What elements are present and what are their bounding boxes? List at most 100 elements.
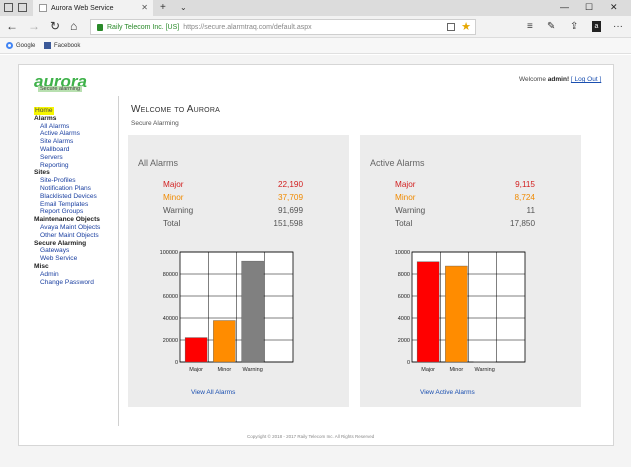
amazon-extension-icon[interactable]: a — [592, 21, 601, 32]
window-close-icon[interactable]: ✕ — [610, 2, 618, 12]
x-tick-label: Major — [189, 367, 203, 373]
new-tab-icon[interactable]: + — [160, 2, 166, 13]
active-alarms-bar-chart: 0 2000 4000 6000 8000 10000 Major Minor Warning — [395, 250, 526, 373]
logout-link[interactable]: [ Log Out ] — [570, 76, 602, 83]
bar-warning — [241, 260, 264, 363]
home-icon[interactable]: ⌂ — [70, 19, 78, 33]
forward-icon[interactable]: → — [28, 19, 40, 33]
sidebar-item-web-service[interactable]: Web Service — [40, 255, 78, 263]
tab-actions-icon[interactable] — [18, 3, 27, 12]
notes-icon[interactable]: ✎ — [547, 21, 556, 32]
refresh-icon[interactable]: ↻ — [50, 19, 61, 33]
stat-row-warning: Warning 11 — [395, 206, 535, 215]
all-alarms-bar-chart: 0 20000 40000 60000 80000 100000 Major Minor War… — [160, 250, 294, 373]
bar-major — [416, 261, 440, 363]
tab-dropdown-icon[interactable]: ⌄ — [180, 3, 187, 12]
bar-major — [184, 337, 208, 363]
footer-copyright: Copyright © 2018 - 2017 Raily Telecom In… — [247, 434, 375, 439]
sidebar-divider — [118, 96, 119, 426]
share-icon[interactable]: ⇪ — [570, 21, 579, 32]
sidebar-item-active-alarms[interactable]: Active Alarms — [40, 130, 80, 138]
y-tick-label: 2000 — [398, 338, 410, 344]
y-tick-label: 100000 — [160, 250, 178, 256]
view-active-alarms-link[interactable]: View Active Alarms — [420, 389, 475, 396]
sidebar-item-home[interactable]: Home — [34, 107, 54, 115]
alarm-stats: Major 9,115 Minor 8,724 Warning 11 Total 17,… — [395, 178, 535, 230]
y-tick-label: 80000 — [163, 272, 178, 278]
alarm-stats: Major 22,190 Minor 37,709 Warning 91,699 To… — [163, 178, 303, 230]
tab-title: Aurora Web Service — [51, 4, 114, 12]
stat-row-major: Major 9,115 — [395, 180, 535, 189]
browser-titlebar: Aurora Web Service ✕ + ⌄ — ☐ ✕ — [0, 0, 631, 16]
y-tick-label: 0 — [175, 360, 178, 366]
sidebar-group-maintenance-objects: Maintenance Objects — [34, 216, 100, 224]
welcome-area: Welcome admin! [ Log Out ] — [519, 76, 602, 83]
y-tick-label: 40000 — [163, 316, 178, 322]
favorites-hub-icon[interactable]: ≡ — [527, 21, 533, 32]
y-tick-label: 20000 — [163, 338, 178, 344]
x-tick-label: Warning — [474, 367, 494, 373]
bar-minor — [213, 320, 236, 363]
sidebar-item-avaya-maint-objects[interactable]: Avaya Maint Objects — [40, 223, 101, 231]
sidebar-item-other-maint-objects[interactable]: Other Maint Objects — [40, 231, 99, 239]
sidebar-item-reporting[interactable]: Reporting — [40, 161, 69, 169]
sidebar-menu: Home Alarms All Alarms Active Alarms Site A… — [34, 107, 122, 286]
window-icon[interactable] — [4, 3, 13, 12]
username: admin! — [547, 76, 570, 83]
sidebar-item-site-profiles[interactable]: Site-Profiles — [40, 177, 76, 185]
browser-navbar: ← → ↻ ⌂ Raily Telecom Inc. [US] https://… — [0, 16, 631, 38]
sidebar-group-alarms: Alarms — [34, 114, 57, 122]
sidebar-item-notification-plans[interactable]: Notification Plans — [40, 184, 91, 192]
panel-title: Active Alarms — [370, 158, 425, 168]
favorite-facebook[interactable]: Facebook — [44, 42, 80, 49]
browser-tab[interactable]: Aurora Web Service ✕ — [33, 0, 153, 16]
sidebar-item-gateways[interactable]: Gateways — [40, 247, 70, 255]
sidebar-item-all-alarms[interactable]: All Alarms — [40, 122, 70, 130]
maximize-icon[interactable]: ☐ — [585, 2, 594, 12]
x-tick-label: Minor — [449, 367, 463, 373]
back-icon[interactable]: ← — [6, 19, 18, 33]
sidebar-item-report-groups[interactable]: Report Groups — [40, 208, 84, 216]
view-all-alarms-link[interactable]: View All Alarms — [191, 389, 236, 396]
sidebar-item-blacklisted-devices[interactable]: Blacklisted Devices — [40, 192, 97, 200]
logo-subtitle: Secure alarming — [38, 86, 83, 92]
y-tick-label: 4000 — [398, 316, 410, 322]
favorite-star-icon[interactable]: ★ — [461, 21, 471, 33]
page-subtitle: Secure Alarming — [131, 120, 179, 127]
url-text: https://secure.alarmtraq.com/default.asp… — [183, 23, 312, 31]
address-bar[interactable]: Raily Telecom Inc. [US] https://secure.a… — [90, 19, 476, 35]
sidebar-item-servers[interactable]: Servers — [40, 153, 63, 161]
sidebar-item-email-templates[interactable]: Email Templates — [40, 200, 89, 208]
favorite-google[interactable]: Google — [6, 42, 35, 49]
reading-view-icon[interactable] — [447, 23, 455, 31]
stat-row-major: Major 22,190 — [163, 180, 303, 189]
site-organization: Raily Telecom Inc. [US] — [107, 23, 180, 31]
x-tick-label: Warning — [242, 367, 262, 373]
all-alarms-panel: All Alarms Major 22,190 Minor 37,709 Warni… — [128, 135, 349, 407]
stat-row-warning: Warning 91,699 — [163, 206, 303, 215]
y-tick-label: 10000 — [395, 250, 410, 256]
y-tick-label: 60000 — [163, 294, 178, 300]
favorites-bar: Google Facebook — [0, 38, 631, 54]
y-tick-label: 8000 — [398, 272, 410, 278]
close-icon[interactable]: ✕ — [141, 3, 148, 12]
more-icon[interactable]: ··· — [613, 21, 623, 32]
sidebar-item-wallboard[interactable]: Wallboard — [40, 145, 70, 153]
sidebar-item-admin[interactable]: Admin — [40, 270, 59, 278]
sidebar-item-change-password[interactable]: Change Password — [40, 278, 94, 286]
stat-row-minor: Minor 8,724 — [395, 193, 535, 202]
sidebar-group-secure-alarming: Secure Alarming — [34, 239, 87, 247]
tab-favicon-icon — [39, 4, 47, 12]
stat-row-total: Total 17,850 — [395, 219, 535, 228]
stat-row-total: Total 151,598 — [163, 219, 303, 228]
lock-icon — [97, 23, 103, 31]
minimize-icon[interactable]: — — [560, 2, 569, 12]
facebook-icon — [44, 42, 51, 49]
panel-title: All Alarms — [138, 158, 179, 168]
x-tick-label: Minor — [217, 367, 231, 373]
sidebar-item-site-alarms[interactable]: Site Alarms — [40, 138, 74, 146]
y-tick-label: 6000 — [398, 294, 410, 300]
sidebar-group-misc: Misc — [34, 262, 49, 270]
sidebar-group-sites: Sites — [34, 169, 50, 177]
y-tick-label: 0 — [407, 360, 410, 366]
